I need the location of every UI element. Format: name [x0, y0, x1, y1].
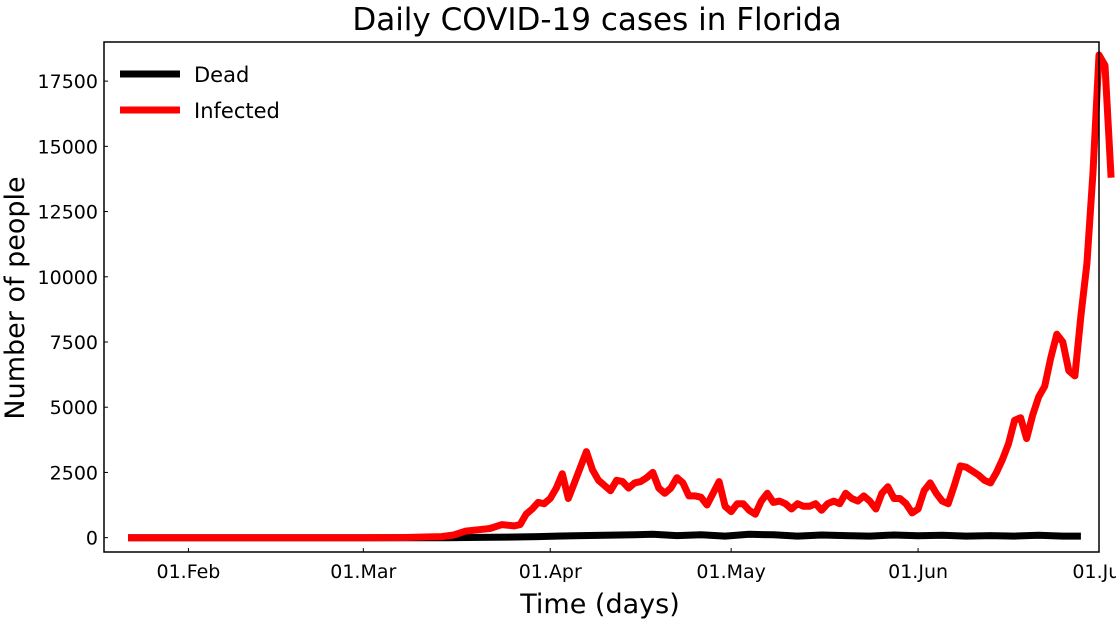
- x-axis-label: Time (days): [519, 589, 679, 620]
- y-tick-label: 2500: [50, 462, 98, 484]
- legend-label-infected: Infected: [194, 99, 280, 123]
- chart-title: Daily COVID-19 cases in Florida: [352, 2, 841, 38]
- x-tick-label: 01.May: [696, 561, 766, 583]
- x-tick-label: 01.Jun: [888, 561, 948, 583]
- y-tick-label: 12500: [38, 202, 98, 224]
- y-tick-label: 15000: [38, 136, 98, 158]
- plot-frame: [103, 41, 1100, 553]
- x-tick-label: 01.Feb: [156, 561, 220, 583]
- legend: Dead Infected: [120, 63, 280, 123]
- y-tick-label: 0: [86, 528, 98, 550]
- y-axis-label: Number of people: [0, 176, 31, 419]
- x-axis-ticks: 01.Feb 01.Mar 01.Apr 01.May 01.Jun 01.Jul: [156, 548, 1116, 583]
- y-axis-ticks: 0 2500 5000 7500 10000 12500 15000 17500: [38, 71, 108, 550]
- y-tick-label: 10000: [38, 267, 98, 289]
- x-tick-label: 01.Jul: [1072, 561, 1116, 583]
- series-line-dead: [128, 530, 1081, 542]
- x-tick-label: 01.Mar: [330, 561, 396, 583]
- y-tick-label: 7500: [50, 332, 98, 354]
- legend-label-dead: Dead: [194, 63, 249, 87]
- series-line-infected: [128, 51, 1115, 542]
- y-tick-label: 5000: [50, 397, 98, 419]
- y-tick-label: 17500: [38, 71, 98, 93]
- x-tick-label: 01.Apr: [519, 561, 582, 583]
- plot-lines: [128, 51, 1115, 542]
